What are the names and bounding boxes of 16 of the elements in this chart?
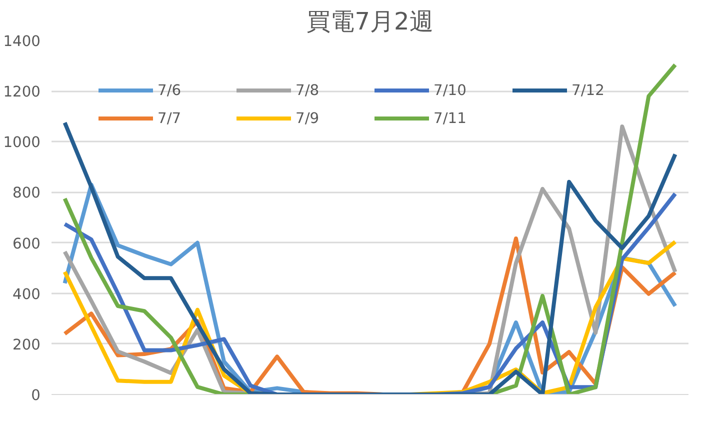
legend-label: 7/9 bbox=[296, 110, 320, 126]
legend-label: 7/8 bbox=[296, 82, 320, 98]
legend-label: 7/10 bbox=[434, 82, 468, 98]
chart-title: 買電7月2週 bbox=[306, 8, 434, 36]
y-tick-label: 200 bbox=[12, 336, 41, 354]
y-tick-label: 1000 bbox=[3, 134, 41, 152]
y-tick-label: 0 bbox=[31, 387, 41, 404]
legend-label: 7/11 bbox=[434, 110, 468, 126]
legend-label: 7/7 bbox=[158, 110, 182, 126]
y-tick-label: 400 bbox=[12, 286, 41, 303]
legend-label: 7/6 bbox=[158, 82, 182, 98]
legend-label: 7/12 bbox=[572, 82, 606, 98]
y-tick-label: 800 bbox=[12, 184, 41, 202]
y-tick-label: 1400 bbox=[3, 33, 41, 50]
y-tick-label: 600 bbox=[12, 235, 41, 252]
y-tick-label: 1200 bbox=[3, 84, 41, 101]
